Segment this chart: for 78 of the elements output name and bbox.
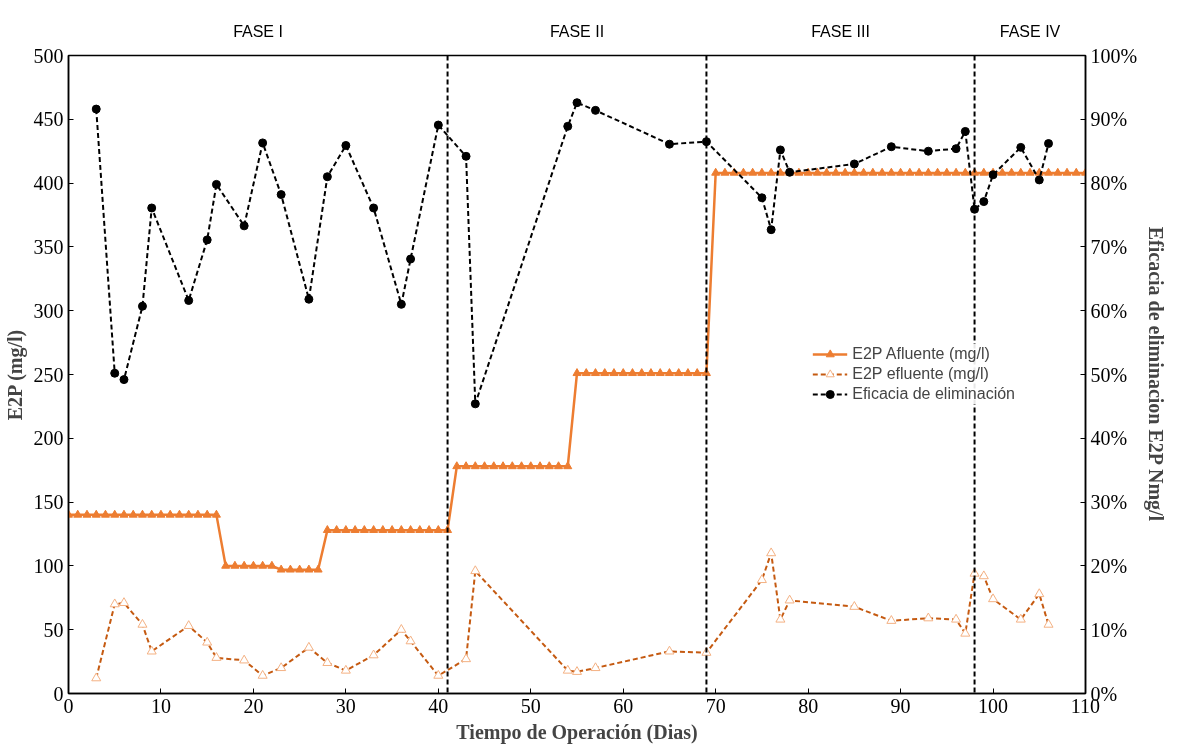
- point: [923, 146, 933, 156]
- point: [775, 145, 785, 155]
- point: [322, 172, 332, 182]
- legend-label: Eficacia de eliminación: [852, 385, 1015, 403]
- y-tick-label: 250: [33, 363, 64, 386]
- point: [849, 159, 859, 169]
- point: [341, 140, 351, 150]
- y-tick-label: 100: [33, 554, 64, 577]
- point: [369, 203, 379, 213]
- point: [470, 399, 480, 409]
- y2-tick-label: 60%: [1090, 299, 1128, 322]
- point: [988, 170, 998, 180]
- point: [461, 151, 471, 161]
- y2-tick-label: 10%: [1090, 618, 1128, 641]
- x-tick-label: 100: [978, 694, 1009, 717]
- legend-label: E2P efluente (mg/l): [852, 365, 989, 383]
- y2-tick-label: 100%: [1090, 44, 1138, 67]
- point: [211, 179, 221, 189]
- point: [757, 193, 767, 203]
- y2-axis-title: Eficacia de eliminacion E2P Nmg/l: [1144, 226, 1168, 522]
- y-tick-label: 150: [33, 491, 64, 514]
- point: [664, 139, 674, 149]
- x-tick-label: 80: [798, 694, 819, 717]
- x-tick-label: 20: [243, 694, 264, 717]
- point: [239, 221, 249, 231]
- point: [1034, 175, 1044, 185]
- point: [433, 120, 443, 130]
- point: [951, 144, 961, 154]
- point: [572, 98, 582, 108]
- y-tick-label: 500: [33, 44, 64, 67]
- point: [979, 197, 989, 207]
- legend-label: E2P Afluente (mg/l): [852, 345, 990, 363]
- y-tick-label: 50: [43, 618, 64, 641]
- point: [886, 142, 896, 152]
- point: [396, 299, 406, 309]
- point: [202, 235, 212, 245]
- x-tick-label: 40: [428, 694, 449, 717]
- y-tick-label: 300: [33, 299, 64, 322]
- point: [1044, 139, 1054, 149]
- y-axis-title: E2P (mg/l): [3, 329, 27, 421]
- text: FASE IV: [999, 22, 1061, 40]
- text: FASE I: [233, 22, 283, 40]
- y2-tick-label: 50%: [1090, 363, 1128, 386]
- point: [563, 121, 573, 131]
- point: [137, 301, 147, 311]
- y2-tick-label: 40%: [1090, 427, 1128, 450]
- y-tick-label: 350: [33, 235, 64, 258]
- y2-tick-label: 20%: [1090, 554, 1128, 577]
- point: [147, 203, 157, 213]
- x-tick-label: 90: [890, 694, 911, 717]
- point: [184, 296, 194, 305]
- point: [304, 294, 314, 304]
- point: [766, 225, 776, 235]
- y2-tick-label: 30%: [1090, 491, 1128, 514]
- y2-tick-label: 70%: [1090, 235, 1128, 258]
- point: [406, 254, 416, 264]
- x-axis-title: Tiempo de Operación (Dias): [456, 720, 698, 744]
- point: [258, 138, 268, 148]
- text: FASE II: [549, 22, 605, 40]
- point: [91, 104, 101, 114]
- point: [1016, 142, 1026, 152]
- x-tick-label: 70: [705, 694, 726, 717]
- point: [590, 105, 600, 115]
- x-tick-label: 60: [613, 694, 634, 717]
- text: FASE III: [811, 22, 870, 40]
- y-tick-label: 200: [33, 427, 64, 450]
- x-tick-label: 10: [150, 694, 171, 717]
- point: [960, 126, 970, 136]
- point: [276, 190, 286, 200]
- y2-tick-label: 90%: [1090, 108, 1128, 131]
- y2-tick-label: 80%: [1090, 172, 1128, 195]
- y-tick-label: 400: [33, 172, 64, 195]
- point: [119, 375, 129, 385]
- x-tick-label: 50: [520, 694, 541, 717]
- point: [701, 137, 711, 147]
- y-tick-label: 450: [33, 108, 64, 131]
- point: [110, 368, 120, 378]
- x-tick-label: 30: [335, 694, 356, 717]
